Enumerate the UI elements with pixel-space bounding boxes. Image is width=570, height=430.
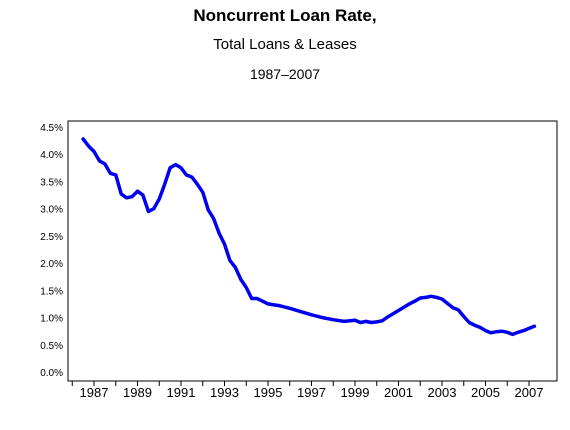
series-layer (81, 137, 537, 337)
y-tick-label: 3.5% (40, 177, 63, 188)
y-tick-label: 2.5% (40, 232, 63, 243)
y-tick-label: 3.0% (40, 205, 63, 216)
x-tick-label: 2005 (471, 385, 500, 400)
chart-subtitle: Total Loans & Leases (213, 36, 357, 53)
chart-title: Noncurrent Loan Rate, (193, 6, 377, 25)
x-tick-label: 2001 (384, 385, 413, 400)
x-tick-label: 1989 (123, 385, 152, 400)
plot-frame (67, 120, 558, 382)
y-axis: 0.0% 0.5% 1.0% 1.5% 2.0% 2.5% 3.0% 3.5% 4.0% 4.5% (40, 123, 63, 379)
x-tick-label: 1999 (341, 385, 370, 400)
y-tick-label: 1.5% (40, 286, 63, 297)
x-tick-label: 2007 (515, 385, 544, 400)
x-tick-label: 2003 (428, 385, 457, 400)
chart-period: 1987–2007 (249, 66, 321, 82)
x-axis: 1987 1989 1991 1993 1995 1997 1999 2001 2003 2005… (71, 381, 544, 400)
y-tick-label: 4.5% (40, 123, 63, 134)
series-line (81, 137, 537, 337)
x-tick-label: 1991 (167, 385, 196, 400)
x-tick-label: 1993 (210, 385, 239, 400)
y-tick-label: 4.0% (40, 150, 63, 161)
y-tick-label: 0.5% (40, 341, 63, 352)
x-tick-label: 1987 (80, 385, 109, 400)
y-tick-label: 2.0% (40, 259, 63, 270)
y-tick-label: 1.0% (40, 314, 63, 325)
y-tick-label: 0.0% (40, 368, 63, 379)
x-tick-label: 1997 (297, 385, 326, 400)
x-tick-label: 1995 (254, 385, 283, 400)
